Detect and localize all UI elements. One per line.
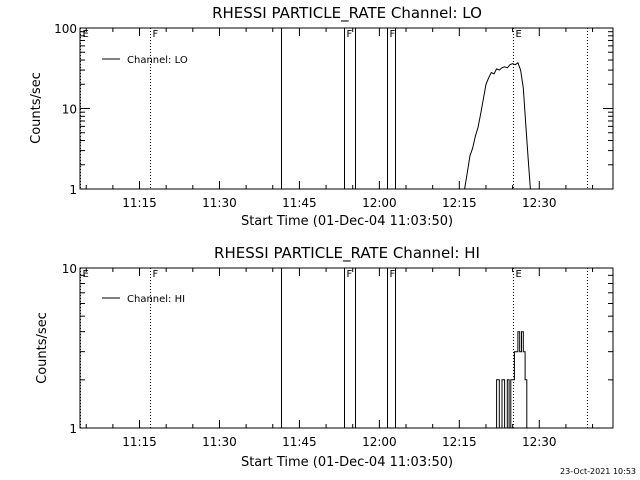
- x-tick-label-lo-1: 11:30: [202, 196, 237, 210]
- x-tick-label-lo-0: 11:15: [122, 196, 157, 210]
- y-tick-label-hi-1: 10: [62, 262, 77, 276]
- x-tick-label-hi-2: 11:45: [282, 435, 317, 449]
- marker-label-lo-5: F: [390, 29, 396, 40]
- legend-label-hi: Channel: HI: [127, 294, 185, 305]
- x-tick-label-hi-0: 11:15: [122, 435, 157, 449]
- x-axis-label-hi: Start Time (01-Dec-04 11:03:50): [241, 455, 453, 470]
- y-axis-label-hi: Counts/sec: [35, 312, 50, 384]
- chart-title-lo: RHESSI PARTICLE_RATE Channel: LO: [212, 4, 482, 23]
- marker-label-hi-0: E: [83, 269, 89, 280]
- x-tick-label-lo-3: 12:00: [362, 196, 397, 210]
- x-tick-label-hi-5: 12:30: [522, 435, 557, 449]
- x-tick-label-hi-3: 12:00: [362, 435, 397, 449]
- x-tick-label-lo-4: 12:15: [442, 196, 477, 210]
- marker-label-hi-7: E: [516, 269, 522, 280]
- marker-label-lo-7: E: [516, 29, 522, 40]
- y-axis-label-lo: Counts/sec: [29, 72, 44, 144]
- x-tick-label-hi-1: 11:30: [202, 435, 237, 449]
- marker-label-lo-3: F: [347, 29, 353, 40]
- x-tick-label-lo-2: 11:45: [282, 196, 317, 210]
- marker-label-hi-1: F: [153, 269, 159, 280]
- marker-label-lo-0: E: [83, 29, 89, 40]
- y-tick-label-lo-1: 10: [62, 103, 77, 117]
- marker-label-hi-3: F: [347, 269, 353, 280]
- marker-label-hi-5: F: [390, 269, 396, 280]
- y-tick-label-hi-0: 1: [69, 422, 77, 436]
- marker-label-lo-1: F: [153, 29, 159, 40]
- y-tick-label-lo-0: 1: [69, 183, 77, 197]
- x-axis-label-lo: Start Time (01-Dec-04 11:03:50): [241, 214, 453, 229]
- chart-title-hi: RHESSI PARTICLE_RATE Channel: HI: [214, 244, 480, 263]
- y-tick-label-lo-2: 100: [54, 22, 77, 36]
- x-tick-label-lo-5: 12:30: [522, 196, 557, 210]
- legend-label-lo: Channel: LO: [127, 55, 188, 66]
- footer-timestamp: 23-Oct-2021 10:53: [560, 467, 636, 476]
- x-tick-label-hi-4: 12:15: [442, 435, 477, 449]
